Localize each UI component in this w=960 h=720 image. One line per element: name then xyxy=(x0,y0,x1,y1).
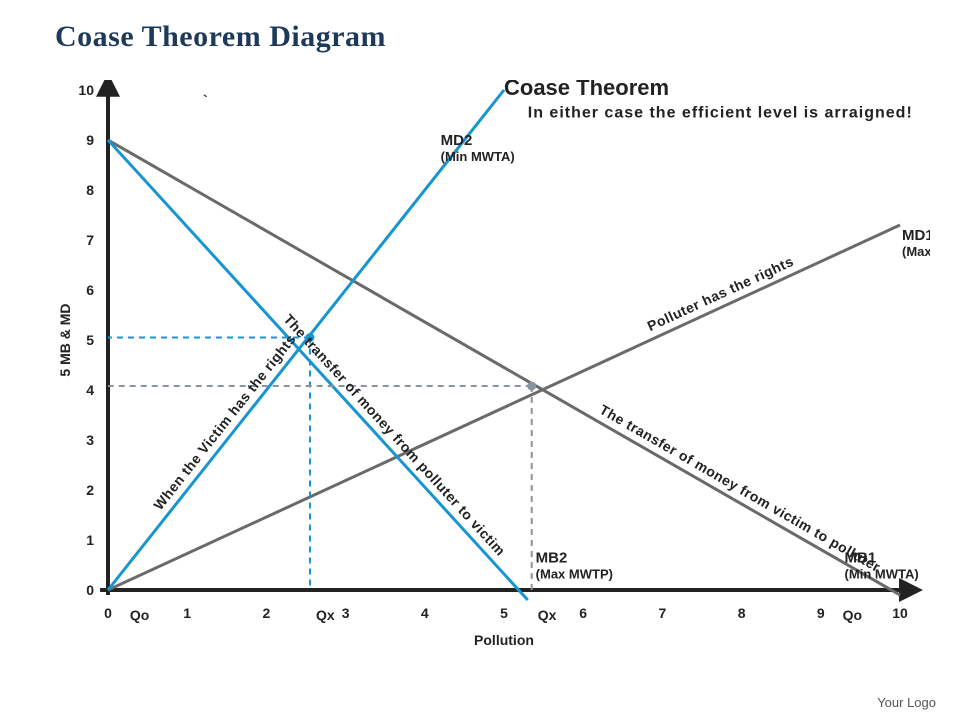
x-tick: 0 xyxy=(104,605,112,621)
y-tick: 4 xyxy=(86,382,94,398)
along-label: Polluter has the rights xyxy=(645,253,796,334)
line-end-label: MB1 xyxy=(845,550,877,567)
x-tick: 10 xyxy=(892,605,908,621)
y-tick: 6 xyxy=(86,282,94,298)
x-marker: Qo xyxy=(130,607,149,623)
line-mb2 xyxy=(108,140,528,600)
x-marker: Qx xyxy=(316,607,335,623)
y-tick: 3 xyxy=(86,432,94,448)
x-tick: 5 xyxy=(500,605,508,621)
stray-mark: ` xyxy=(203,92,208,108)
x-marker: Qx xyxy=(538,607,557,623)
y-axis-label: 5 MB & MD xyxy=(60,303,73,376)
y-tick: 10 xyxy=(78,82,94,98)
line-end-sublabel: (Max MWTP) xyxy=(902,244,930,259)
x-tick: 6 xyxy=(579,605,587,621)
line-end-label: MD1 xyxy=(902,227,930,244)
page-title: Coase Theorem Diagram xyxy=(55,20,386,54)
x-tick: 3 xyxy=(342,605,350,621)
line-end-sublabel: (Max MWTP) xyxy=(536,567,613,582)
intersection-point xyxy=(527,382,536,391)
y-tick: 5 xyxy=(86,332,94,348)
line-end-sublabel: (Min MWTA) xyxy=(441,149,515,164)
y-tick: 8 xyxy=(86,182,94,198)
x-tick: 8 xyxy=(738,605,746,621)
line-end-sublabel: (Min MWTA) xyxy=(845,567,919,582)
line-end-label: MD2 xyxy=(441,132,473,149)
footer-logo: Your Logo xyxy=(877,695,936,710)
along-label: When the Victim has the rights xyxy=(150,331,299,513)
balloon-title: Coase Theorem xyxy=(504,80,669,100)
x-tick: 2 xyxy=(263,605,271,621)
x-tick: 1 xyxy=(183,605,191,621)
x-axis-label: Pollution xyxy=(474,632,534,648)
line-end-label: MB2 xyxy=(536,550,568,567)
coase-chart: 0 1 2 3 4 5 6 7 8 9 10 0 1 2 3 4 5 6 7 8 9 10 Pollution 5 MB & … xyxy=(60,80,930,660)
y-tick: 1 xyxy=(86,532,94,548)
y-tick: 9 xyxy=(86,132,94,148)
balloon-subtitle: In either case the efficient level is ar… xyxy=(528,105,913,122)
x-tick: 4 xyxy=(421,605,429,621)
line-mb1 xyxy=(108,140,900,595)
y-tick: 0 xyxy=(86,582,94,598)
y-tick: 2 xyxy=(86,482,94,498)
y-tick: 7 xyxy=(86,232,94,248)
x-marker: Qo xyxy=(843,607,862,623)
along-label: The transfer of money from polluter to v… xyxy=(280,311,508,559)
x-tick: 9 xyxy=(817,605,825,621)
along-label: The transfer of money from victim to pol… xyxy=(597,401,884,575)
x-tick: 7 xyxy=(659,605,667,621)
